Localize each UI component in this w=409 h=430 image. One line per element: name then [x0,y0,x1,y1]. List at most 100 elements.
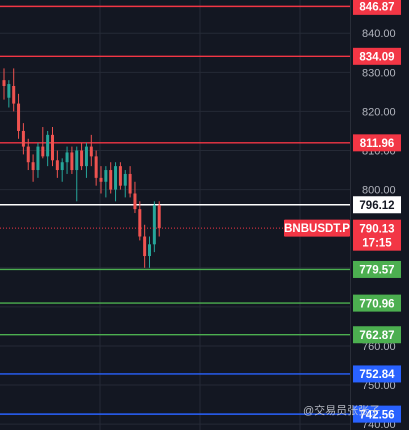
candle [99,166,103,194]
candle-body [104,170,108,182]
candle [12,68,16,112]
candle [109,162,113,194]
candle-body [31,162,35,171]
candle [17,93,21,139]
candle [152,201,156,253]
symbol-tag-bg [284,219,350,237]
level-label-bg [353,196,401,214]
candle-body [148,244,151,257]
candle-body [143,236,147,257]
level-label-text: 770.96 [359,298,394,310]
level-label-support: 779.57 [353,260,401,278]
symbol-tag: BNBUSDT.P 790.13 17:15 [284,219,401,251]
level-label-text: 742.56 [359,409,394,421]
candle-body [26,146,30,163]
watermark-text: @交易员张张子 [303,403,380,417]
level-label-support: 762.87 [353,326,401,344]
candle [123,170,127,198]
countdown-text: 17:15 [362,238,392,250]
candle-body [133,193,137,210]
candle-body [41,146,45,157]
level-label-bg [353,405,401,423]
candle [75,146,79,202]
candle [133,181,137,214]
candle [138,201,142,241]
y-tick-label: 760.00 [362,341,396,353]
candle-body [123,173,127,186]
candle [89,134,93,167]
level-label-bg [353,47,401,65]
candle-body [65,152,69,163]
y-tick-label: 820.00 [362,106,396,118]
candle [148,236,151,268]
candle-body [46,134,50,157]
candle-body [84,146,88,167]
candle [157,201,161,237]
candle [80,142,84,171]
level-lines [0,5,350,415]
candle [7,80,11,108]
candle-body [12,86,16,104]
last-price-tag-bg [353,219,401,251]
candle [26,138,30,171]
level-label-support: 752.84 [353,365,401,383]
candle [70,146,74,174]
level-label-text: 752.84 [359,369,395,381]
candle-body [7,84,11,98]
candle-body [99,177,103,182]
candle-body [17,103,21,131]
candle [2,68,6,100]
y-tick-label: 830.00 [362,67,396,79]
candle-body [55,160,59,171]
level-label-resistance: 834.09 [353,47,401,65]
watermark: @交易员张张子 [303,403,380,417]
grid [0,0,350,430]
level-label-bg [353,134,401,152]
candle-body [60,162,64,171]
level-label-text: 846.87 [359,2,394,14]
candle [65,146,69,174]
candle-body [70,152,74,171]
candle-body [138,209,142,237]
candle [104,166,108,198]
level-label-bg [353,326,401,344]
symbol-text: BNBUSDT.P [284,223,350,235]
candle-body [2,80,6,86]
candle-body [118,166,122,186]
level-label-support: 742.56 [353,405,401,423]
candle [128,166,132,198]
candle [51,127,54,167]
level-label-support: 770.96 [353,294,401,312]
level-label-bg [353,365,401,383]
candle [118,162,122,190]
candle-body [109,170,113,190]
level-label-pivot: 796.12 [353,196,401,214]
candle-body [51,134,54,161]
y-tick-label: 750.00 [362,380,396,392]
level-label-resistance: 811.96 [353,134,401,152]
level-label-text: 779.57 [359,265,394,277]
level-label-resistance: 846.87 [353,0,401,15]
candle-body [36,146,40,171]
level-label-text: 811.96 [360,138,395,150]
candle-body [75,150,79,171]
candle [94,150,98,186]
candle [41,127,45,159]
y-tick-label: 800.00 [362,185,396,197]
candle [60,158,64,182]
candle [46,130,50,167]
candle [84,142,88,178]
candle-body [21,130,25,147]
candle [55,150,59,178]
candle-body [80,150,84,167]
last-price-text: 790.13 [359,223,394,235]
level-label-bg [353,260,401,278]
level-label-text: 762.87 [359,330,394,342]
candle-body [94,156,98,178]
level-label-text: 796.12 [359,200,394,212]
level-labels: 846.87 834.09 811.96 796.12 779.57 770.96 762.… [353,0,401,423]
candle [31,154,35,182]
candle-body [89,146,93,157]
